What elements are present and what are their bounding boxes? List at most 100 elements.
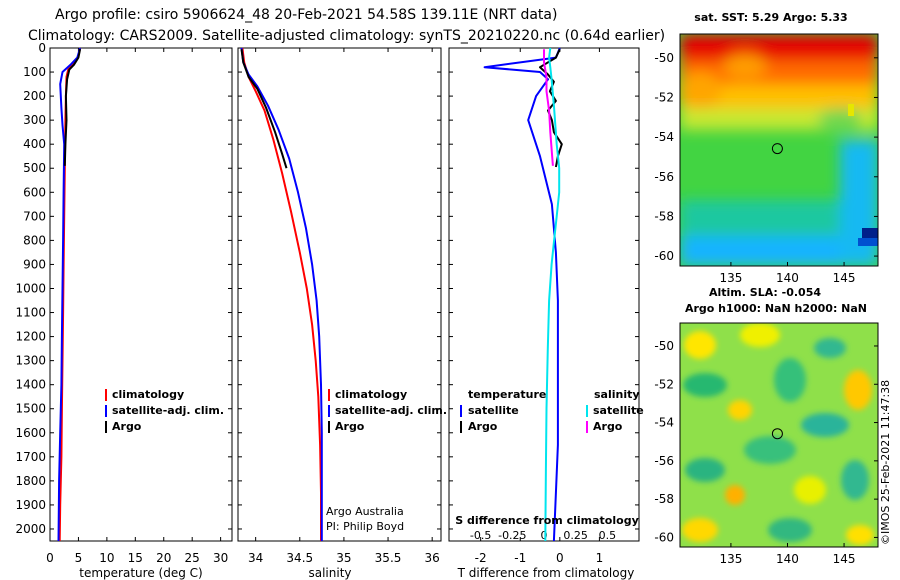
lon-tick-label: 145 [833, 552, 856, 566]
series-climatology-line [241, 47, 322, 541]
sla-lat-ticks: -50 -52 -54 -56 -58 -60 [654, 339, 878, 544]
difference-depth-ticks [449, 47, 639, 530]
depth-tick-label: 500 [23, 161, 46, 175]
difference-plot-frame [448, 47, 640, 542]
depth-tick-label: 200 [23, 89, 46, 103]
temperature-axis-label: temperature (deg C) [79, 566, 202, 580]
sst-map-frame [679, 33, 879, 267]
annotation-pi-name: PI: Philip Boyd [326, 520, 404, 533]
temperature-axis-ticks: 0 5 10 15 20 25 30 [46, 48, 228, 565]
x-tick-label: 34 [248, 551, 263, 565]
series-t-argo-line [539, 48, 563, 168]
lat-tick-label: -50 [654, 51, 674, 65]
copyright-stamp: ©IMOS 25-Feb-2021 11:47:38 [879, 380, 892, 545]
salinity-plot-frame [237, 47, 442, 542]
sla-map-frame [679, 322, 879, 548]
salinity-panel: 34 34.5 35 35.5 36 salinity climatology sate… [237, 47, 447, 580]
sst-cold-patch [862, 228, 878, 238]
x-tick-label: 25 [185, 551, 200, 565]
salinity-axis-label: salinity [308, 566, 351, 580]
depth-tick-label: 1300 [15, 354, 46, 368]
x-tick-label: 10 [99, 551, 114, 565]
x-tick-label: 20 [156, 551, 171, 565]
lat-tick-label: -56 [654, 170, 674, 184]
x-tick-label: 35 [336, 551, 351, 565]
s-tick-label: 0.25 [563, 529, 588, 542]
annotation-argo-australia: Argo Australia [326, 505, 404, 518]
sst-field [680, 34, 878, 266]
sla-map-title: Altim. SLA: -0.054 [709, 286, 821, 299]
legend-argo-label: Argo [335, 420, 365, 433]
depth-tick-label: 1000 [15, 281, 46, 295]
x-tick-label: 0 [556, 551, 564, 565]
x-tick-label: -2 [475, 551, 487, 565]
temperature-legend: climatology satellite-adj. clim. Argo [105, 388, 224, 433]
depth-tick-label: 1600 [15, 426, 46, 440]
sst-map-title: sat. SST: 5.29 Argo: 5.33 [694, 11, 847, 24]
legend-t-satellite-label: satellite [468, 404, 519, 417]
sst-cold-patch [858, 238, 878, 246]
depth-axis-ticks: 0 100 200 300 400 500 600 700 800 900 1000 1100 1200… [15, 41, 232, 536]
legend-climatology-label: climatology [112, 388, 184, 401]
legend-t-argo-label: Argo [468, 420, 498, 433]
lat-tick-label: -52 [654, 90, 674, 104]
lon-tick-label: 140 [776, 271, 799, 285]
series-s-satellite-line [544, 47, 561, 542]
series-argo-line [63, 49, 82, 166]
x-tick-label: -1 [514, 551, 526, 565]
legend-salinity-title: salinity [594, 388, 640, 401]
t-difference-axis-label: T difference from climatology [457, 566, 635, 580]
sst-lat-ticks: -50 -52 -54 -56 -58 -60 [654, 51, 878, 263]
legend-s-argo-label: Argo [593, 420, 623, 433]
sla-field [682, 323, 874, 545]
x-tick-label: 35.5 [375, 551, 402, 565]
temperature-panel: 0100200300400500600700800900100011001200… [15, 41, 233, 580]
t-difference-axis-ticks: -2 -1 0 1 [475, 48, 603, 565]
series-s-argo-line [543, 49, 554, 166]
sla-map: Altim. SLA: -0.054 Argo h1000: NaN h2000… [654, 286, 879, 566]
depth-tick-label: 0 [38, 41, 46, 55]
lat-tick-label: -58 [654, 492, 674, 506]
header-line-2: Climatology: CARS2009. Satellite-adjuste… [28, 28, 665, 44]
depth-tick-label: 1500 [15, 402, 46, 416]
sla-map-subtitle: Argo h1000: NaN h2000: NaN [685, 302, 867, 315]
difference-legend: temperature satellite Argo salinity sate… [460, 388, 644, 433]
x-tick-label: 0 [46, 551, 54, 565]
depth-tick-label: 700 [23, 209, 46, 223]
depth-tick-label: 1700 [15, 450, 46, 464]
depth-tick-label: 1900 [15, 498, 46, 512]
depth-tick-label: 900 [23, 257, 46, 271]
depth-tick-label: 600 [23, 185, 46, 199]
salinity-legend: climatology satellite-adj. clim. Argo [328, 388, 447, 433]
legend-temperature-title: temperature [468, 388, 546, 401]
lon-tick-label: 135 [719, 552, 742, 566]
legend-argo-label: Argo [112, 420, 142, 433]
legend-satellite-adj-label: satellite-adj. clim. [335, 404, 447, 417]
lat-tick-label: -50 [654, 339, 674, 353]
depth-tick-label: 100 [23, 65, 46, 79]
depth-tick-label: 1800 [15, 474, 46, 488]
header-line-1: Argo profile: csiro 5906624_48 20-Feb-20… [55, 7, 557, 23]
lat-tick-label: -60 [654, 249, 674, 263]
legend-climatology-label: climatology [335, 388, 407, 401]
x-tick-label: 30 [213, 551, 228, 565]
legend-s-satellite-label: satellite [593, 404, 644, 417]
sst-argo-location-marker [771, 143, 783, 155]
series-t-satellite-line [483, 47, 561, 542]
depth-tick-label: 1100 [15, 306, 46, 320]
temperature-plot-frame [49, 47, 233, 542]
s-difference-axis-label: S difference from climatology [455, 514, 639, 527]
depth-tick-label: 400 [23, 137, 46, 151]
salinity-depth-ticks [238, 47, 441, 530]
lat-tick-label: -54 [654, 416, 674, 430]
series-satellite-adj-clim-line [57, 47, 82, 542]
lat-tick-label: -54 [654, 130, 674, 144]
sst-warm-spot [848, 104, 854, 116]
x-tick-label: 34.5 [286, 551, 313, 565]
sla-map-background [680, 323, 878, 547]
sla-lon-ticks: 135 140 145 [719, 543, 856, 566]
x-tick-label: 36 [425, 551, 440, 565]
lat-tick-label: -56 [654, 454, 674, 468]
legend-satellite-adj-label: satellite-adj. clim. [112, 404, 224, 417]
